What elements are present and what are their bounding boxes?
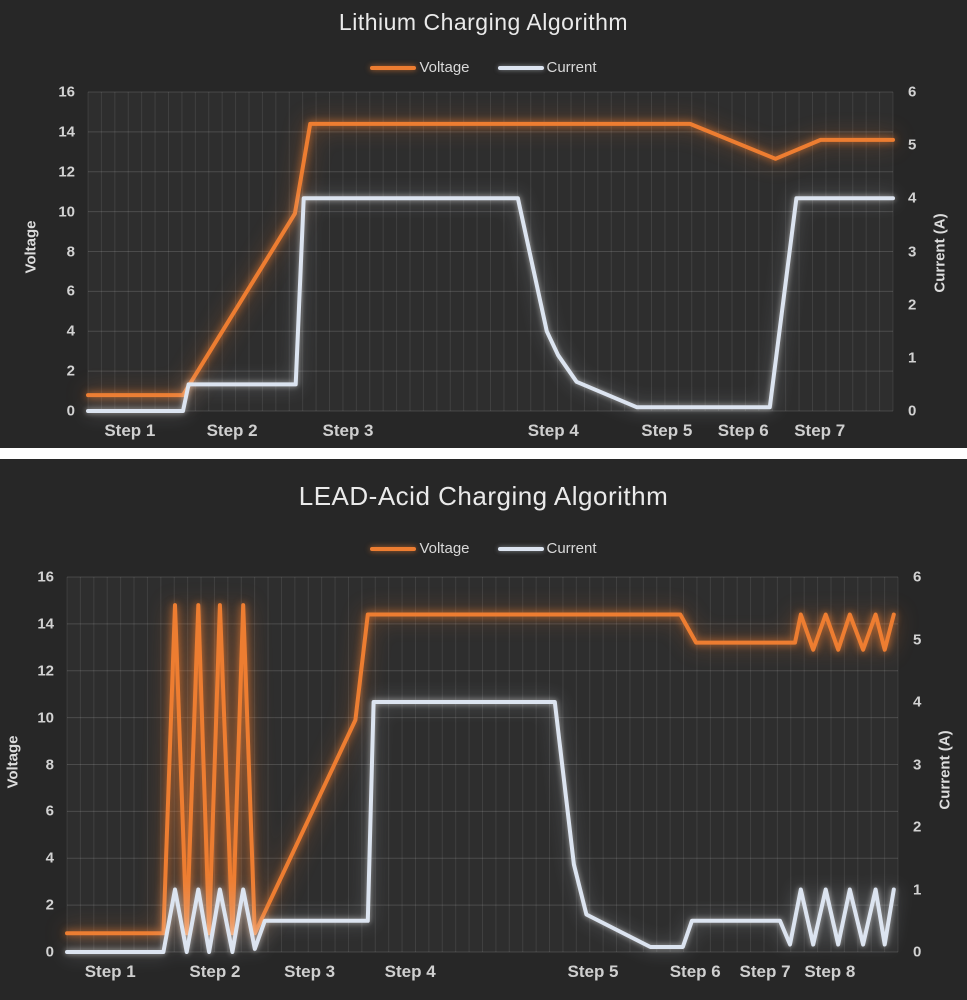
left-axis-tick: 16 [58,83,75,101]
current-series-line [65,700,896,954]
right-axis-tick: 5 [908,136,917,154]
right-axis-title: Current (A) [931,213,949,293]
left-axis-tick: 8 [45,756,54,773]
x-axis-step-label: Step 8 [804,962,856,981]
legend: Voltage Current [0,59,967,76]
voltage-line-swatch-icon [370,546,417,551]
left-axis-tick: 16 [37,568,54,586]
voltage-series-line [86,121,895,398]
x-axis-step-label: Step 3 [322,421,374,440]
voltage-series-line [65,603,896,936]
left-axis-tick: 12 [58,163,75,181]
voltage-line-swatch-icon [370,65,417,70]
chart-title: LEAD-Acid Charging Algorithm [298,481,669,511]
left-axis-tick: 14 [58,123,75,141]
lead-acid-chart-panel: LEAD-Acid Charging Algorithm Voltage Cur… [0,459,967,1000]
legend-item-voltage: Voltage [370,59,470,76]
right-axis-tick: 6 [913,568,922,586]
legend-label-current: Current [546,540,597,557]
plot-area [65,576,899,954]
legend-item-current: Current [497,540,597,557]
right-axis-tick: 0 [913,943,922,961]
lithium-chart-panel: Lithium Charging Algorithm Voltage Curre… [0,0,967,448]
left-axis-tick: 14 [37,615,54,633]
left-axis-tick: 0 [66,402,75,420]
right-axis-tick: 3 [908,243,917,260]
right-axis-tick: 4 [908,189,917,207]
left-axis-tick: 4 [66,322,75,340]
x-axis-step-label: Step 1 [104,421,156,440]
left-axis-tick: 12 [37,662,54,680]
legend: Voltage Current [0,540,967,557]
right-axis-title: Current (A) [936,730,954,810]
right-axis-tick: 2 [908,296,917,314]
separator-band [0,448,967,459]
left-axis-title: Voltage [4,735,22,789]
legend-label-voltage: Voltage [419,59,470,76]
x-axis-step-label: Step 2 [189,962,241,981]
right-axis-tick: 3 [913,756,922,773]
right-axis-tick: 1 [908,349,917,367]
right-axis-tick: 2 [913,818,922,836]
plot-area [86,91,895,413]
left-axis-title: Voltage [22,220,40,274]
right-axis-tick: 4 [913,693,922,711]
x-axis-step-label: Step 6 [669,962,721,981]
x-axis-step-label: Step 3 [284,962,336,981]
x-axis-step-label: Step 7 [794,421,846,440]
legend-label-current: Current [546,59,597,76]
right-axis-tick: 1 [913,881,922,898]
left-axis-tick: 0 [45,943,54,961]
x-axis-step-label: Step 4 [527,421,579,440]
x-axis-step-label: Step 4 [384,962,436,981]
left-axis-tick: 2 [66,362,75,380]
legend-label-voltage: Voltage [419,540,470,557]
current-line-swatch-icon [497,546,544,551]
left-axis-tick: 8 [66,243,75,260]
x-axis-step-label: Step 6 [717,421,769,440]
x-axis-step-label: Step 1 [84,962,136,981]
current-series-line [86,196,895,413]
x-axis-step-label: Step 2 [206,421,258,440]
right-axis-tick: 5 [913,631,922,648]
left-axis-tick: 4 [45,849,54,867]
legend-item-voltage: Voltage [370,540,470,557]
left-axis-tick: 10 [37,709,54,727]
left-axis-tick: 2 [45,896,54,914]
x-axis-step-label: Step 5 [567,962,619,981]
right-axis-tick: 6 [908,83,917,101]
right-axis-tick: 0 [908,402,917,420]
x-axis-step-label: Step 5 [641,421,693,440]
left-axis-tick: 6 [45,802,54,820]
legend-item-current: Current [497,59,597,76]
left-axis-tick: 6 [66,282,75,300]
chart-title: Lithium Charging Algorithm [338,9,629,35]
left-axis-tick: 10 [58,203,75,221]
x-axis-step-label: Step 7 [739,962,791,981]
current-line-swatch-icon [497,65,544,70]
